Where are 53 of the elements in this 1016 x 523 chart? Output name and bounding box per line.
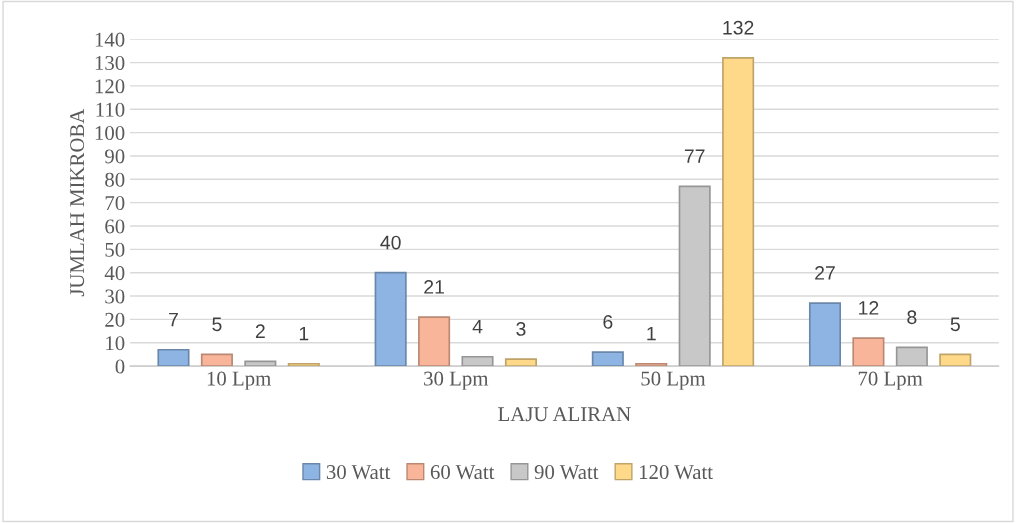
- y-axis-title: JUMLAH MIKROBA: [70, 108, 85, 297]
- y-tick-label: 50: [105, 242, 125, 257]
- y-tick-label: 80: [105, 172, 125, 187]
- bar: [939, 353, 972, 367]
- y-tick-label: 110: [96, 102, 125, 117]
- data-label: 1: [647, 326, 656, 341]
- data-label: 132: [723, 20, 754, 35]
- x-tick-label: 70 Lpm: [858, 371, 923, 390]
- y-tick-label: 0: [115, 359, 125, 374]
- data-label: 6: [603, 315, 613, 329]
- data-label: 2: [255, 324, 265, 338]
- x-tick-label: 50 Lpm: [641, 371, 706, 390]
- bar: [591, 351, 624, 367]
- bar: [418, 316, 451, 367]
- y-tick-label: 40: [104, 266, 125, 281]
- legend-label: 90 Watt: [534, 465, 599, 480]
- bar: [504, 358, 537, 367]
- y-tick-label: 130: [95, 55, 125, 71]
- data-label: 3: [516, 322, 526, 336]
- data-label: 27: [815, 266, 835, 280]
- data-label: 21: [424, 280, 444, 294]
- data-label: 8: [907, 310, 917, 325]
- data-label: 5: [212, 317, 222, 332]
- bar: [157, 348, 190, 367]
- bar: [374, 271, 407, 367]
- x-tick-label: 10 Lpm: [207, 371, 271, 390]
- y-tick-label: 140: [95, 32, 125, 47]
- legend-label: 30 Watt: [326, 465, 391, 480]
- bar: [852, 337, 885, 367]
- bar: [200, 353, 233, 367]
- x-axis-title: LAJU ALIRAN: [498, 407, 631, 422]
- data-label: 5: [950, 317, 960, 332]
- y-tick-label: 60: [105, 219, 125, 234]
- data-label: 7: [169, 312, 178, 327]
- y-tick-label: 20: [105, 312, 125, 327]
- data-label: 4: [472, 319, 483, 334]
- y-tick-label: 90: [105, 149, 125, 164]
- data-label: 40: [380, 235, 401, 250]
- legend-label: 60 Watt: [430, 465, 495, 480]
- x-tick-label: 30 Lpm: [424, 371, 489, 390]
- bar: [635, 362, 668, 367]
- bar: [722, 57, 755, 367]
- y-tick-label: 30: [105, 289, 125, 304]
- y-tick-label: 100: [95, 125, 125, 141]
- bar: [287, 362, 320, 367]
- data-label: 77: [684, 149, 705, 163]
- y-tick-label: 10: [106, 336, 125, 351]
- y-tick-label: 120: [95, 79, 125, 94]
- data-label: 12: [859, 301, 879, 315]
- bar: [808, 302, 842, 367]
- legend-label: 120 Watt: [639, 465, 713, 480]
- y-tick-label: 70: [105, 196, 125, 211]
- data-label: 1: [299, 326, 309, 341]
